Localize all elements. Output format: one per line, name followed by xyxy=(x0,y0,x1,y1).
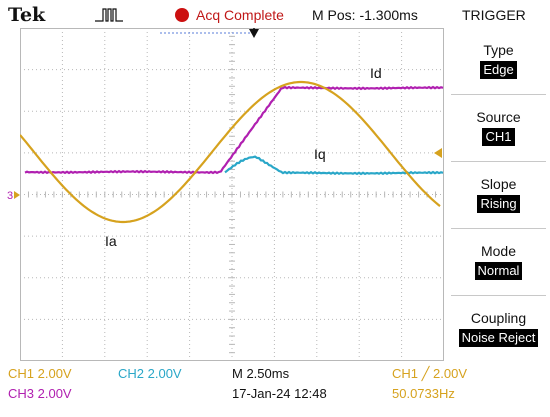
trace-iq xyxy=(224,155,444,176)
label-ia: Ia xyxy=(105,233,117,249)
ch2-scale: CH2 2.00V xyxy=(118,366,182,381)
timebase-readout: M 2.50ms xyxy=(232,366,290,381)
horizontal-position: M Pos: -1.300ms xyxy=(312,7,418,23)
ch3-scale: CH3 2.00V xyxy=(8,386,72,401)
graticule xyxy=(20,28,444,361)
menu-source-button[interactable]: Source CH1 xyxy=(476,109,521,146)
trace-id xyxy=(24,85,444,175)
waveform-display: Id Iq Ia xyxy=(20,28,444,361)
trigger-level-arrow-icon xyxy=(434,148,442,158)
record-icon xyxy=(175,8,189,22)
date-time: 17-Jan-24 12:48 xyxy=(232,386,327,401)
trace-ia xyxy=(20,80,441,224)
menu-slope-button[interactable]: Slope Rising xyxy=(447,176,550,213)
menu-type-button[interactable]: Type Edge xyxy=(447,42,550,79)
trigger-menu: Type Edge Source CH1 Slope Rising Mode N… xyxy=(447,28,550,361)
menu-coupling-button[interactable]: Coupling Noise Reject xyxy=(447,310,550,347)
ch3-ground-marker-icon: 3 xyxy=(7,190,20,202)
menu-title: TRIGGER xyxy=(462,7,526,23)
label-id: Id xyxy=(370,65,382,81)
frequency-readout: 50.0733Hz xyxy=(392,386,455,401)
trigger-pulse-icon xyxy=(95,8,123,22)
acquisition-status: Acq Complete xyxy=(196,7,284,23)
top-status-bar: Tek Acq Complete M Pos: -1.300ms TRIGGER xyxy=(0,0,550,30)
ch1-scale: CH1 2.00V xyxy=(8,366,72,381)
trigger-readout: CH1 ╱ 2.00V xyxy=(392,366,468,381)
svg-text:3: 3 xyxy=(7,190,13,202)
label-iq: Iq xyxy=(314,146,326,162)
brand-logo: Tek xyxy=(8,4,46,26)
menu-mode-button[interactable]: Mode Normal xyxy=(447,243,550,280)
